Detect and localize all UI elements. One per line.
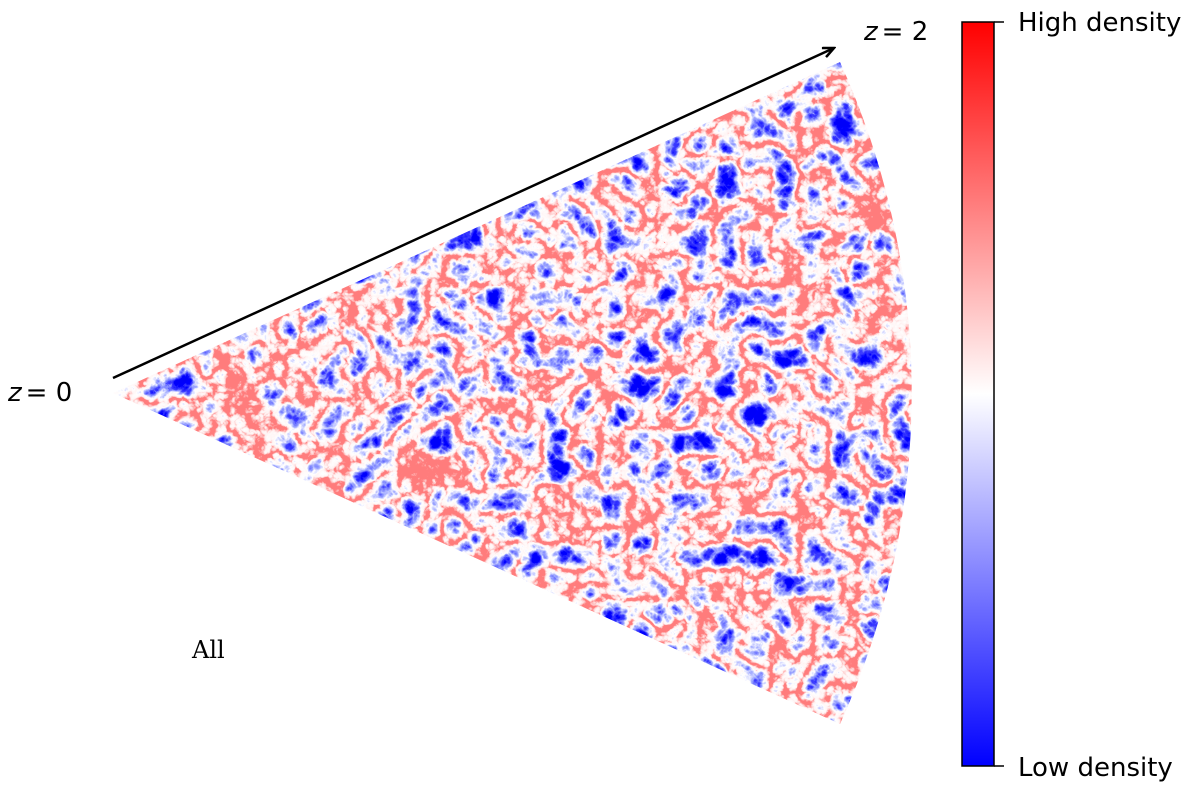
colorbar: [961, 21, 995, 767]
label-part: = 0: [26, 378, 73, 408]
colorbar-bottom-label: Low density: [1018, 753, 1173, 783]
label-part: z: [863, 17, 879, 47]
label-part: z: [7, 378, 23, 408]
label-part: = 2: [882, 17, 929, 47]
redshift-start-label: z = 0: [7, 378, 72, 408]
redshift-arrow: [112, 48, 834, 380]
colorbar-top-label: High density: [1018, 8, 1181, 38]
redshift-end-label: z = 2: [863, 17, 928, 47]
panel-label: All: [191, 636, 225, 664]
